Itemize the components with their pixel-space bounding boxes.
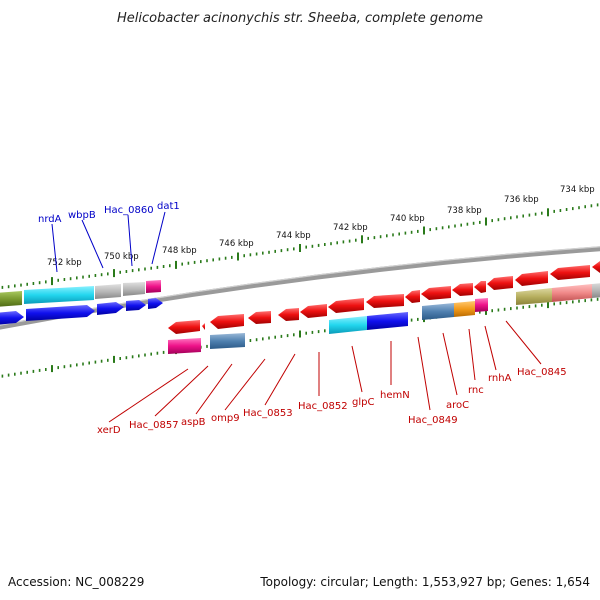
gene-feature[interactable] [592, 282, 600, 298]
tick-label-742: 742 kbp [333, 223, 368, 233]
gene-label-rnhA[interactable]: rnhA [488, 373, 512, 384]
gene-arrow[interactable] [202, 323, 205, 330]
gene-feature[interactable] [210, 333, 245, 349]
leader-dat1 [151, 211, 166, 265]
lower-scale-track [1, 297, 599, 378]
gene-feature[interactable] [475, 298, 488, 312]
gene-arrow[interactable] [210, 314, 244, 329]
gene-label-Hac_0849[interactable]: Hac_0849 [408, 415, 458, 426]
gene-feature[interactable] [123, 282, 145, 296]
gene-arrow[interactable] [452, 283, 473, 296]
leader-rnc [468, 328, 476, 381]
leader-wbpB [81, 219, 104, 269]
gene-arrow[interactable] [278, 308, 299, 321]
upper-gene-labels: nrdA wbpB Hac_0860 dat1 [38, 201, 180, 225]
gene-label-dat1[interactable]: dat1 [157, 201, 180, 212]
tick-label-734: 734 kbp [560, 185, 595, 195]
gene-label-Hac_0853[interactable]: Hac_0853 [243, 408, 293, 419]
gene-arrow[interactable] [300, 304, 327, 318]
gene-arrow[interactable] [474, 281, 486, 293]
gene-arrow[interactable] [126, 300, 146, 311]
lower-leader-lines [108, 320, 542, 423]
gene-arrow[interactable] [168, 320, 200, 334]
gene-label-rnc[interactable]: rnc [468, 385, 484, 396]
gene-feature[interactable] [0, 291, 22, 307]
lower-gene-labels: xerD Hac_0857 aspB omp9 Hac_0853 Hac_085… [97, 367, 567, 436]
upper-feature-row [0, 280, 161, 307]
scale-labels: 752 kbp 750 kbp 748 kbp 746 kbp 744 kbp … [47, 185, 595, 268]
gene-arrow[interactable] [328, 298, 364, 313]
gene-feature[interactable] [95, 284, 121, 299]
gene-label-glpC[interactable]: glpC [352, 397, 374, 408]
leader-omp9 [224, 358, 266, 411]
tick-label-736: 736 kbp [504, 195, 539, 205]
gene-arrow[interactable] [366, 294, 404, 308]
leader-aspB [195, 363, 233, 415]
leader-Hac_0860 [127, 214, 133, 267]
gene-feature[interactable] [329, 316, 367, 334]
gene-arrow[interactable] [550, 265, 590, 280]
gene-feature[interactable] [168, 338, 201, 354]
upper-leader-lines [51, 211, 166, 273]
gene-label-xerD[interactable]: xerD [97, 425, 121, 436]
tick-label-746: 746 kbp [219, 239, 254, 249]
gene-arrow[interactable] [592, 260, 600, 273]
gene-feature[interactable] [454, 301, 475, 317]
gene-label-hemN[interactable]: hemN [380, 390, 410, 401]
leader-xerD [108, 368, 189, 423]
gene-arrow[interactable] [0, 311, 24, 325]
tick-label-748: 748 kbp [162, 246, 197, 256]
tick-label-750: 750 kbp [104, 252, 139, 262]
gene-arrow[interactable] [487, 276, 513, 290]
leader-Hac_0853 [264, 353, 296, 406]
gene-arrow[interactable] [148, 298, 163, 309]
leader-rnhA [484, 325, 497, 371]
gene-label-Hac_0860[interactable]: Hac_0860 [104, 205, 154, 216]
gene-arrow[interactable] [26, 305, 95, 321]
gene-feature[interactable] [146, 280, 161, 293]
leader-Hac_0849 [417, 336, 431, 411]
gene-arrow[interactable] [421, 286, 451, 300]
gene-label-aspB[interactable]: aspB [181, 417, 206, 428]
gene-label-Hac_0845[interactable]: Hac_0845 [517, 367, 567, 378]
gene-label-Hac_0852[interactable]: Hac_0852 [298, 401, 348, 412]
genome-summary-text: Topology: circular; Length: 1,553,927 bp… [259, 575, 590, 589]
leader-Hac_0845 [505, 320, 542, 365]
tick-label-752: 752 kbp [47, 258, 82, 268]
tick-label-738: 738 kbp [447, 206, 482, 216]
gene-arrow[interactable] [97, 302, 124, 315]
leader-glpC [351, 345, 363, 393]
gene-arrow[interactable] [405, 290, 420, 303]
tick-label-740: 740 kbp [390, 214, 425, 224]
gene-feature[interactable] [367, 312, 408, 330]
gene-label-Hac_0857[interactable]: Hac_0857 [129, 420, 179, 431]
leader-aroC [442, 332, 458, 396]
gene-label-omp9[interactable]: omp9 [211, 413, 240, 424]
map-title: Helicobacter acinonychis str. Sheeba, co… [117, 11, 483, 26]
upper-gene-arrows [0, 298, 163, 325]
gene-label-aroC[interactable]: aroC [446, 400, 469, 411]
gene-feature[interactable] [422, 303, 454, 320]
lower-feature-row [168, 282, 600, 354]
tick-label-744: 744 kbp [276, 231, 311, 241]
gene-arrow[interactable] [515, 271, 548, 286]
gene-feature[interactable] [516, 288, 552, 305]
accession-text: Accession: NC_008229 [8, 575, 144, 589]
upper-scale-track [1, 203, 599, 289]
leader-Hac_0857 [154, 365, 209, 417]
gene-feature[interactable] [24, 286, 94, 304]
gene-feature[interactable] [552, 284, 592, 302]
leader-nrdA [51, 223, 58, 273]
gene-arrow[interactable] [248, 311, 271, 324]
gene-label-wbpB[interactable]: wbpB [68, 210, 96, 221]
gene-label-nrdA[interactable]: nrdA [38, 214, 62, 225]
lower-gene-arrows [168, 260, 600, 334]
